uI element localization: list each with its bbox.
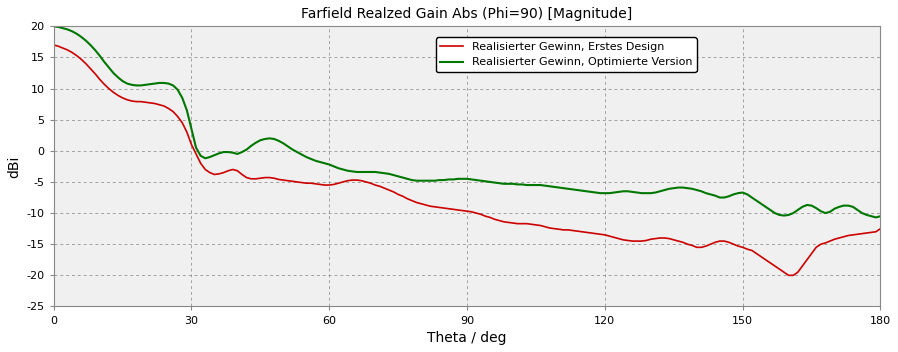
- Realisierter Gewinn, Erstes Design: [172, 114, 183, 119]
- Title: Farfield Realzed Gain Abs (Phi=90) [Magnitude]: Farfield Realzed Gain Abs (Phi=90) [Magn…: [302, 7, 633, 21]
- Realisierter Gewinn, Erstes Design: [48, 43, 59, 47]
- Realisierter Gewinn, Optimierte Version: [733, 191, 744, 195]
- Legend: Realisierter Gewinn, Erstes Design, Realisierter Gewinn, Optimierte Version: Realisierter Gewinn, Erstes Design, Real…: [436, 37, 697, 72]
- Realisierter Gewinn, Optimierte Version: [117, 79, 128, 83]
- Realisierter Gewinn, Erstes Design: [444, 207, 454, 211]
- Realisierter Gewinn, Optimierte Version: [444, 177, 454, 182]
- Realisierter Gewinn, Optimierte Version: [448, 177, 459, 182]
- Realisierter Gewinn, Optimierte Version: [870, 215, 881, 220]
- Realisierter Gewinn, Optimierte Version: [48, 24, 59, 29]
- Realisierter Gewinn, Optimierte Version: [876, 214, 886, 218]
- Realisierter Gewinn, Erstes Design: [876, 227, 886, 231]
- Realisierter Gewinn, Erstes Design: [278, 178, 289, 182]
- Realisierter Gewinn, Erstes Design: [783, 273, 794, 277]
- Realisierter Gewinn, Optimierte Version: [278, 141, 289, 145]
- Realisierter Gewinn, Optimierte Version: [172, 88, 183, 92]
- X-axis label: Theta / deg: Theta / deg: [427, 331, 506, 345]
- Realisierter Gewinn, Erstes Design: [448, 207, 459, 212]
- Realisierter Gewinn, Erstes Design: [117, 96, 128, 100]
- Realisierter Gewinn, Erstes Design: [733, 244, 744, 248]
- Line: Realisierter Gewinn, Optimierte Version: Realisierter Gewinn, Optimierte Version: [54, 26, 881, 218]
- Y-axis label: dBi: dBi: [7, 155, 21, 177]
- Line: Realisierter Gewinn, Erstes Design: Realisierter Gewinn, Erstes Design: [54, 45, 881, 275]
